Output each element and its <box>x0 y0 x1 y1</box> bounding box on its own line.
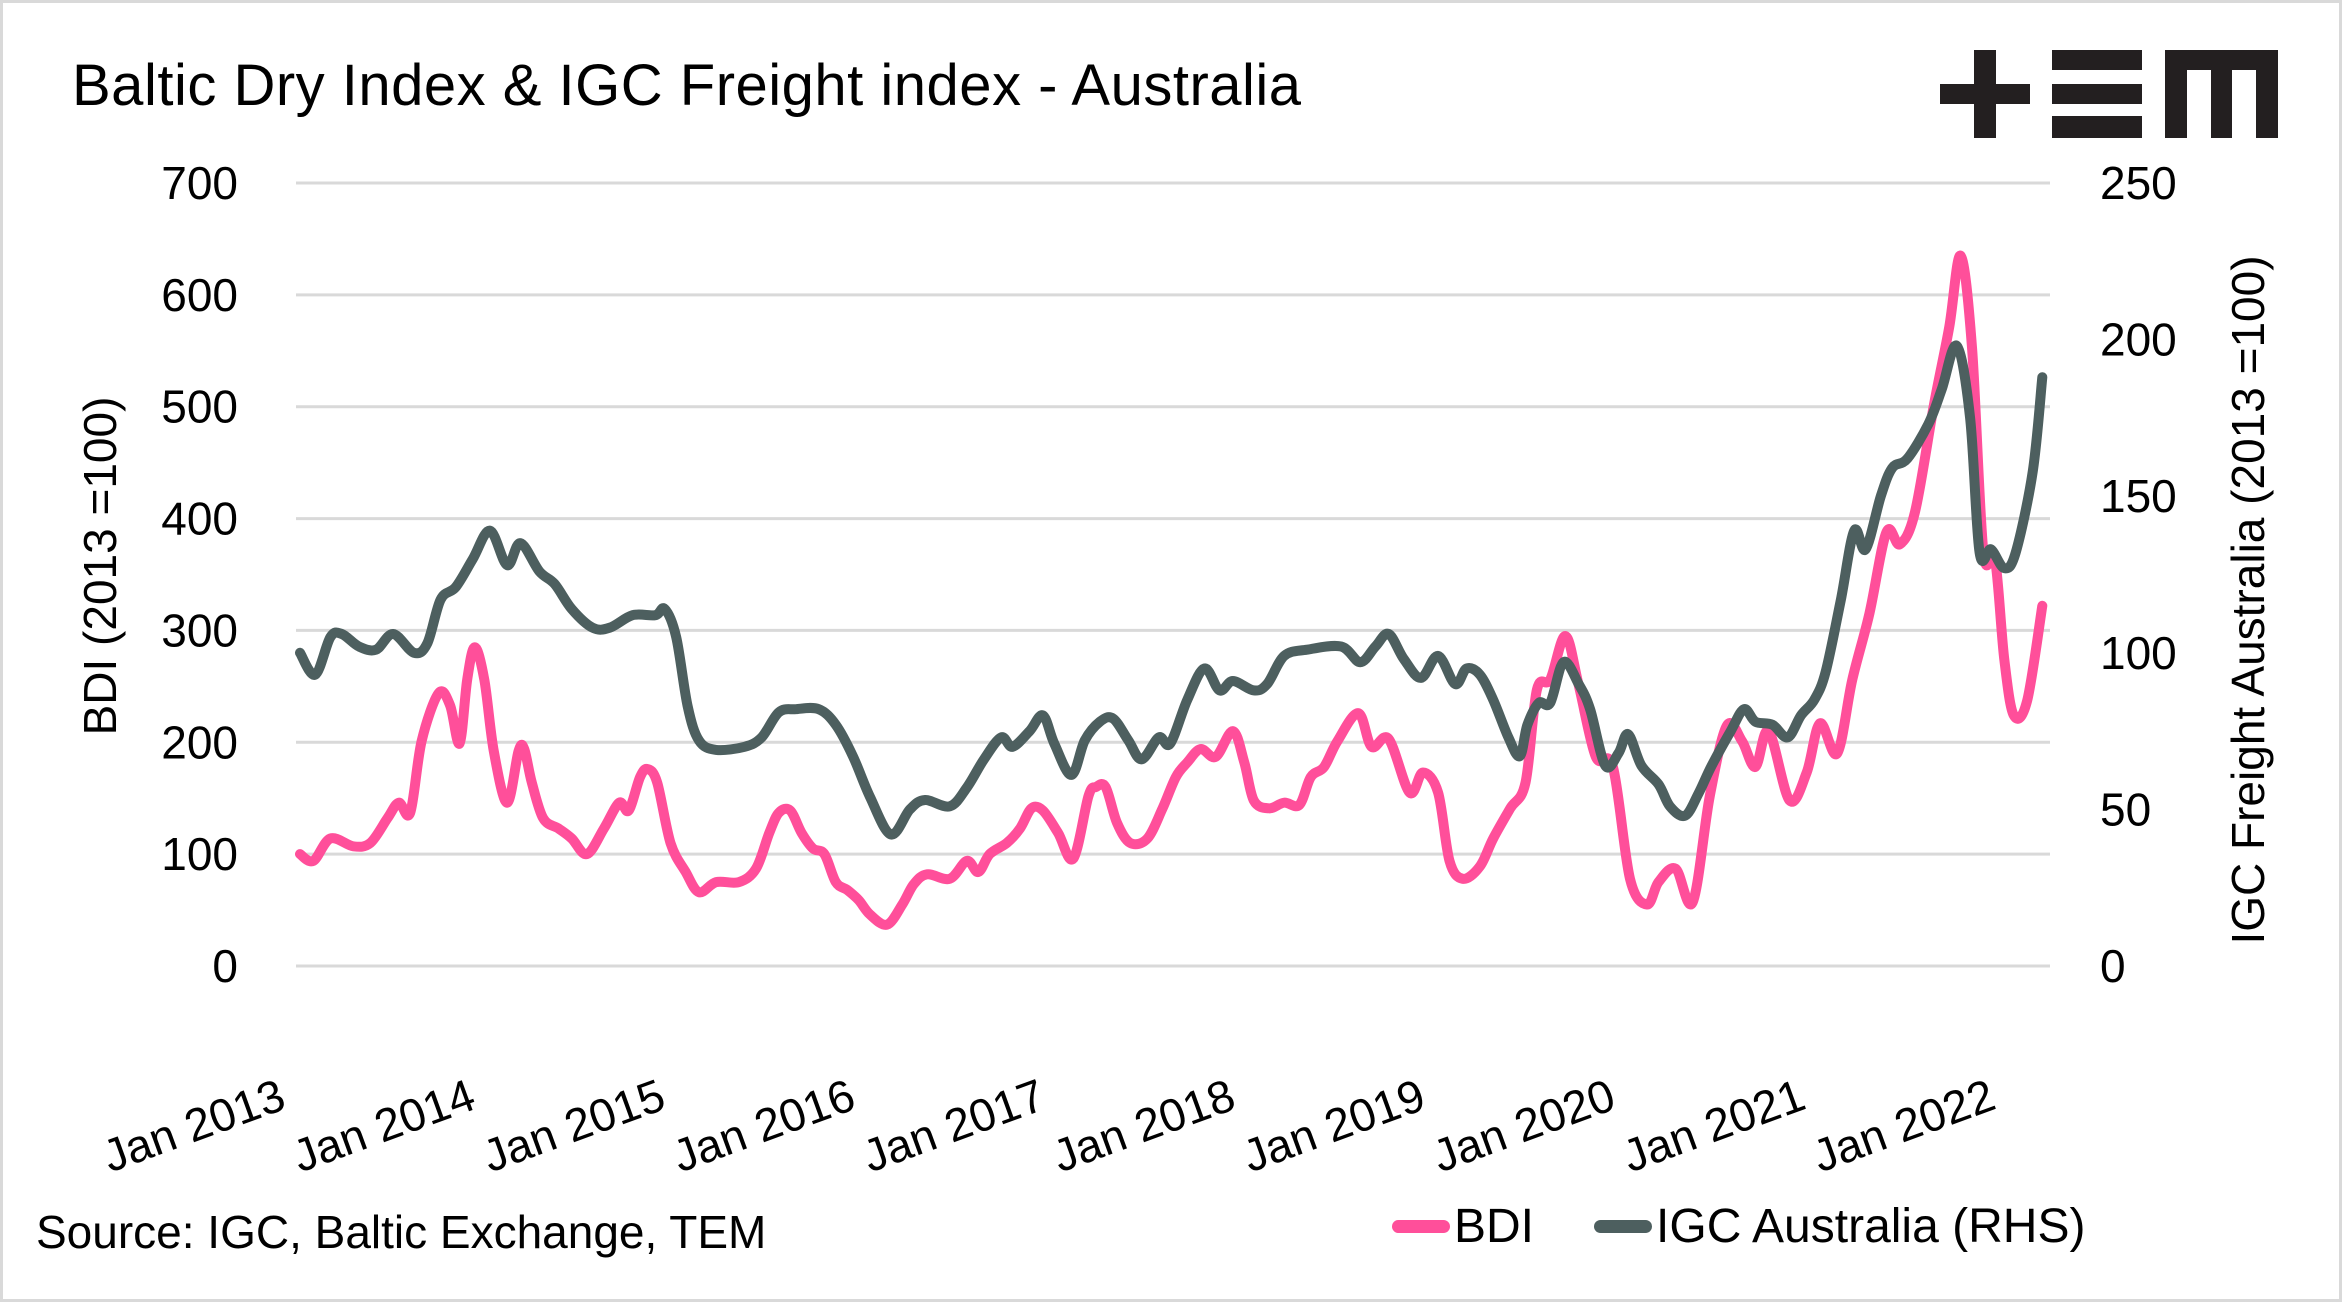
x-tick-label: Jan 2016 <box>666 1069 862 1183</box>
left-tick-label: 300 <box>161 604 238 656</box>
logo-e-bar-top <box>2052 50 2142 70</box>
legend-item-bdi: BDI <box>1392 1199 1534 1254</box>
left-axis-ticks: 0 100 200 300 400 500 600 700 <box>161 157 238 992</box>
legend-label-bdi: BDI <box>1454 1199 1535 1253</box>
right-tick-label: 100 <box>2100 627 2177 679</box>
x-tick-label: Jan 2021 <box>1616 1069 1812 1183</box>
left-tick-label: 100 <box>161 828 238 880</box>
legend-swatch-igc <box>1594 1219 1653 1233</box>
left-tick-label: 600 <box>161 269 238 321</box>
logo-e-bar-bottom <box>2052 116 2142 138</box>
chart-title: Baltic Dry Index & IGC Freight index - A… <box>72 53 1302 118</box>
right-tick-label: 50 <box>2100 783 2151 835</box>
x-tick-label: Jan 2018 <box>1046 1069 1242 1183</box>
right-tick-label: 0 <box>2100 940 2126 992</box>
x-tick-label: Jan 2022 <box>1806 1069 2002 1183</box>
left-tick-label: 400 <box>161 493 238 545</box>
logo-plus-vertical <box>1974 50 1996 138</box>
left-tick-label: 700 <box>161 157 238 209</box>
x-tick-label: Jan 2017 <box>856 1069 1052 1183</box>
logo-m-glyph <box>2165 50 2278 138</box>
left-tick-label: 0 <box>212 940 238 992</box>
legend-swatch-bdi <box>1392 1219 1450 1233</box>
series-lines <box>295 250 2048 930</box>
left-tick-label: 500 <box>161 381 238 433</box>
right-tick-label: 200 <box>2100 314 2177 366</box>
source-note: Source: IGC, Baltic Exchange, TEM <box>36 1206 767 1258</box>
x-tick-label: Jan 2020 <box>1426 1069 1622 1183</box>
tem-logo <box>1940 50 2278 138</box>
bdi-series-line <box>295 250 2048 930</box>
legend: BDI IGC Australia (RHS) <box>1392 1196 2085 1256</box>
right-tick-label: 250 <box>2100 157 2177 209</box>
right-axis-title: IGC Freight Australia (2013 =100) <box>2222 255 2274 944</box>
left-axis-title: BDI (2013 =100) <box>74 397 126 736</box>
x-tick-label: Jan 2014 <box>286 1069 482 1183</box>
igc-series-line <box>295 340 2048 840</box>
legend-label-igc: IGC Australia (RHS) <box>1656 1199 2086 1253</box>
logo-e-bar-middle <box>2052 84 2142 104</box>
legend-item-igc: IGC Australia (RHS) <box>1594 1199 2085 1254</box>
right-tick-label: 150 <box>2100 470 2177 522</box>
left-tick-label: 200 <box>161 716 238 768</box>
x-tick-label: Jan 2015 <box>476 1069 672 1183</box>
x-tick-label: Jan 2013 <box>96 1069 292 1183</box>
x-tick-label: Jan 2019 <box>1236 1069 1432 1183</box>
right-axis-ticks: 0 50 100 150 200 250 <box>2100 157 2177 992</box>
gridlines <box>296 181 2050 968</box>
